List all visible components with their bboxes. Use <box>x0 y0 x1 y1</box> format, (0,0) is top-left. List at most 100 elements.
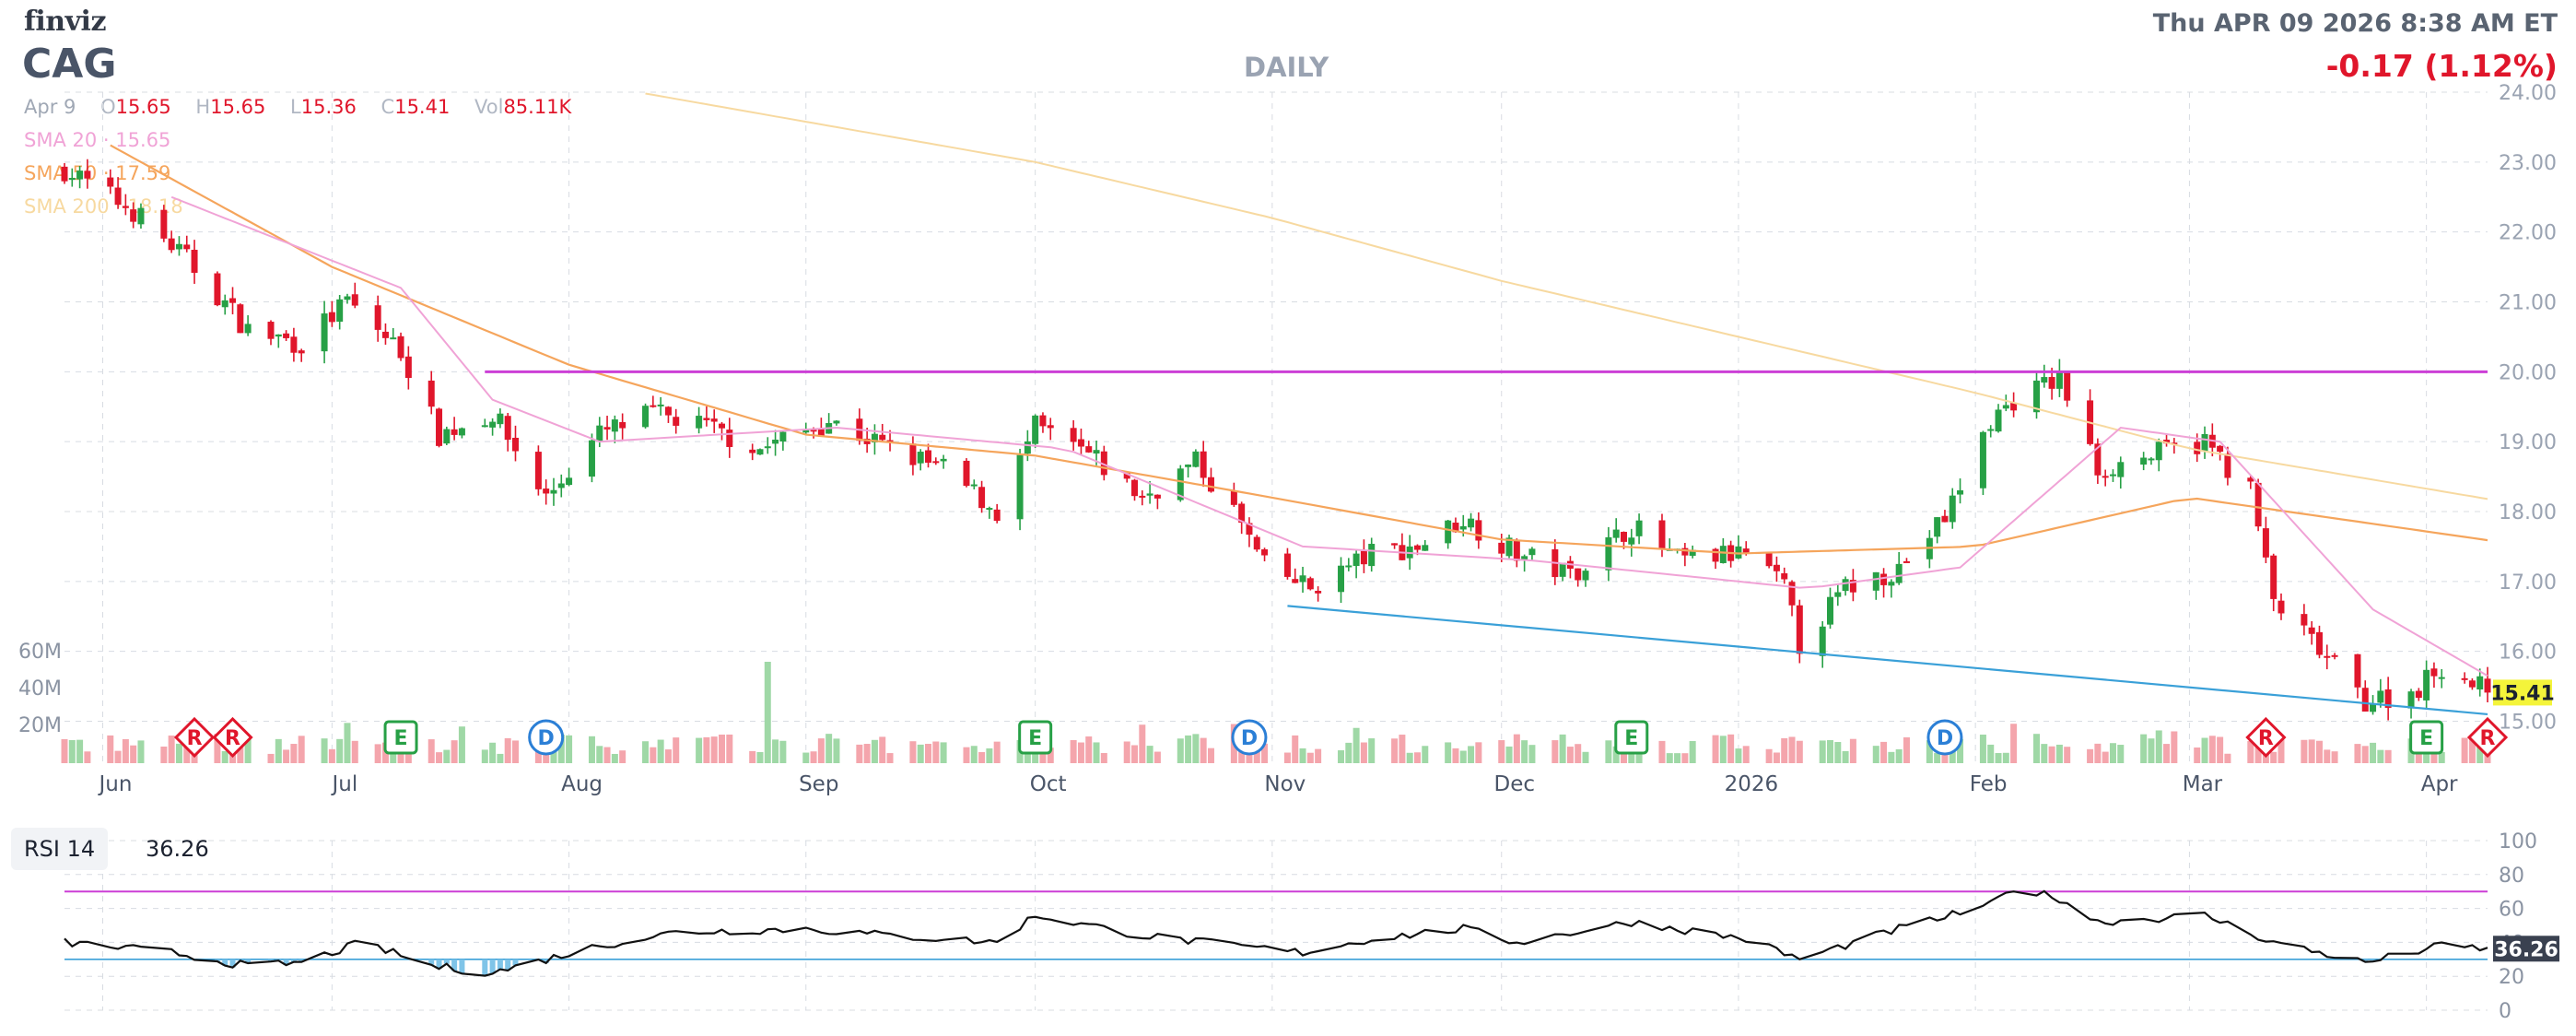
volume-bar <box>214 734 221 763</box>
candle-body <box>1842 579 1849 592</box>
candle-body <box>879 434 886 441</box>
volume-bar <box>1781 737 1788 763</box>
volume-bar <box>1926 740 1933 763</box>
volume-bar <box>2217 736 2224 763</box>
candle-body <box>504 416 511 441</box>
candle-body <box>1459 525 1467 530</box>
candle-body <box>963 460 970 487</box>
volume-bar <box>1559 734 1566 763</box>
candle-body <box>168 238 175 251</box>
candle-body <box>160 209 168 239</box>
volume-bar <box>2109 743 2116 763</box>
volume-bar <box>1345 742 1352 763</box>
candle-body <box>1315 591 1322 594</box>
volume-bar <box>2370 742 2377 763</box>
dividend-event-marker-letter: D <box>1937 727 1953 750</box>
candle-body <box>1452 523 1459 533</box>
volume-bar <box>321 738 328 763</box>
volume-bar <box>940 742 947 763</box>
earnings-event-marker-letter: E <box>1028 727 1042 750</box>
rsi-oversold-fill <box>497 959 503 970</box>
candle-body <box>1582 571 1589 581</box>
candle-body <box>1505 537 1513 557</box>
volume-bar <box>2140 734 2148 763</box>
candle-body <box>1139 495 1146 498</box>
rsi-oversold-fill <box>543 959 549 963</box>
candle-body <box>1047 425 1054 429</box>
candle-body <box>756 449 764 455</box>
volume-bar <box>2171 731 2178 763</box>
volume-bar <box>1895 748 1903 763</box>
volume-bar <box>1788 736 1796 763</box>
price-tick-label: 15.00 <box>2499 712 2557 735</box>
candle-body <box>1192 451 1200 467</box>
candle-body <box>2140 457 2148 465</box>
volume-bar <box>863 744 871 763</box>
close-value: 15.41 <box>394 96 451 118</box>
sma200-legend[interactable]: SMA 200 · 18.18 <box>24 195 183 218</box>
volume-bar <box>1796 740 1803 763</box>
volume-bar <box>1934 752 1941 763</box>
sma20-label: SMA 20 <box>24 129 98 151</box>
volume-bar <box>1422 746 1429 763</box>
candle-body <box>611 419 618 432</box>
rsi-oversold-fill <box>443 959 450 964</box>
candle-body <box>2354 653 2361 688</box>
volume-bar <box>963 747 970 763</box>
volume-bar <box>1666 753 1673 763</box>
rsi-value-tag <box>2493 936 2559 962</box>
candle-body <box>2247 477 2254 482</box>
volume-bar <box>2155 730 2162 763</box>
candle-body <box>1391 543 1399 546</box>
candle-body <box>1781 572 1788 580</box>
sma20-legend[interactable]: SMA 20 · 15.65 <box>24 129 171 151</box>
volume-bar <box>2194 747 2201 763</box>
candle-body <box>443 429 451 444</box>
volume-tick-label: 40M <box>18 677 62 700</box>
volume-bar <box>642 741 650 763</box>
volume-bar <box>283 749 290 763</box>
dividend-event-marker <box>528 719 565 756</box>
volume-bar <box>1452 748 1459 763</box>
volume-bar <box>1566 747 1574 763</box>
candle-body <box>2201 433 2208 452</box>
rsi-oversold-fill <box>2362 959 2369 962</box>
rsi-oversold-fill <box>451 959 458 971</box>
volume-bar <box>2270 751 2277 763</box>
candle-body <box>1306 578 1314 590</box>
volume-bar <box>856 744 863 763</box>
candle-body <box>779 431 787 441</box>
rsi-oversold-fill <box>512 959 519 966</box>
candle-body <box>1016 454 1024 520</box>
candle-body <box>1338 565 1345 593</box>
volume-bar <box>2254 742 2262 763</box>
candle-body <box>1849 580 1856 593</box>
month-tick-label: Oct <box>1030 772 1067 796</box>
candle-body <box>237 304 244 334</box>
candle-body <box>833 420 840 424</box>
rsi-label[interactable]: RSI 14 <box>11 828 109 870</box>
volume-bar <box>619 750 626 763</box>
volume-bar <box>1085 736 1093 763</box>
volume-bar <box>1582 751 1589 763</box>
candle-body <box>1100 451 1107 476</box>
volume-bar <box>497 753 504 763</box>
candle-body <box>909 443 917 465</box>
volume-bar <box>1338 750 1345 763</box>
volume-bar <box>374 744 381 763</box>
candle-body <box>489 421 497 428</box>
finviz-logo[interactable]: finviz <box>24 6 106 38</box>
candle-body <box>1246 523 1253 536</box>
volume-bar <box>84 751 91 763</box>
month-tick-label: Aug <box>561 772 603 796</box>
volume-bar <box>1735 748 1742 763</box>
volume-bar <box>1826 739 1833 763</box>
candle-body <box>1957 489 1964 495</box>
volume-bar <box>2208 736 2216 763</box>
timeframe-label[interactable]: DAILY <box>1244 52 1329 83</box>
candle-body <box>290 336 298 353</box>
volume-bar <box>557 734 565 763</box>
candle-body <box>2055 371 2063 389</box>
volume-tick-label: 20M <box>18 714 62 737</box>
